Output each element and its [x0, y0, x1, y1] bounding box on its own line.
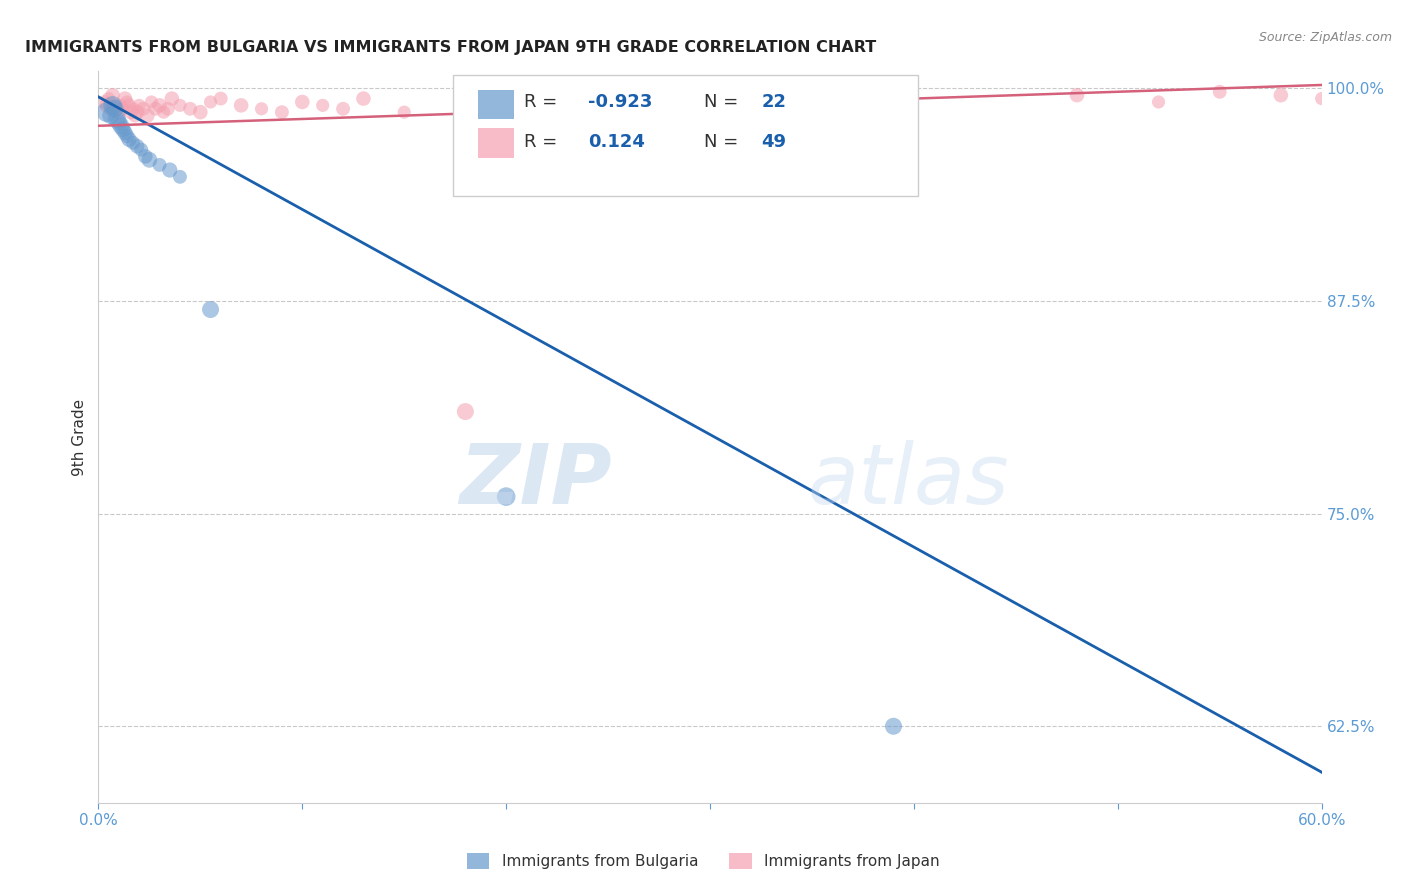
Point	[108, 115, 131, 129]
Point	[129, 143, 152, 157]
Point	[134, 149, 156, 163]
Point	[156, 102, 179, 116]
Point	[149, 98, 172, 112]
Text: R =: R =	[524, 133, 562, 151]
Point	[1066, 88, 1088, 103]
Point	[118, 132, 141, 146]
Text: 22: 22	[762, 93, 786, 112]
Point	[159, 163, 181, 178]
Point	[127, 139, 149, 153]
Point	[141, 95, 163, 109]
Point	[862, 98, 884, 112]
Point	[200, 302, 222, 317]
Point	[100, 102, 122, 116]
Point	[97, 92, 120, 106]
Point	[152, 105, 174, 120]
Point	[115, 128, 138, 143]
Point	[138, 153, 160, 167]
Point	[118, 98, 141, 112]
Text: -0.923: -0.923	[588, 93, 652, 112]
Text: atlas: atlas	[808, 441, 1010, 522]
Point	[132, 102, 155, 116]
Point	[392, 105, 416, 120]
Legend: Immigrants from Bulgaria, Immigrants from Japan: Immigrants from Bulgaria, Immigrants fro…	[460, 847, 946, 875]
Point	[111, 102, 134, 116]
Point	[110, 98, 132, 112]
Point	[231, 98, 253, 112]
Point	[104, 102, 127, 116]
Bar	[478, 90, 515, 119]
Point	[352, 92, 374, 106]
Point	[617, 98, 640, 112]
Text: 49: 49	[762, 133, 786, 151]
Text: ZIP: ZIP	[460, 441, 612, 522]
Point	[101, 88, 124, 103]
Text: R =: R =	[524, 93, 562, 112]
Text: 0.124: 0.124	[588, 133, 644, 151]
Point	[200, 95, 222, 109]
Bar	[478, 128, 515, 158]
Point	[96, 105, 118, 120]
Point	[149, 158, 172, 172]
Point	[1209, 85, 1232, 99]
Point	[105, 112, 128, 126]
Point	[188, 105, 212, 120]
Point	[124, 109, 146, 123]
Text: N =: N =	[704, 93, 744, 112]
Point	[111, 122, 134, 136]
Text: Source: ZipAtlas.com: Source: ZipAtlas.com	[1258, 31, 1392, 45]
Text: N =: N =	[704, 133, 744, 151]
Point	[101, 98, 124, 112]
Point	[100, 109, 122, 123]
FancyBboxPatch shape	[453, 75, 918, 195]
Point	[1147, 95, 1170, 109]
Point	[1270, 88, 1292, 103]
Point	[160, 92, 183, 106]
Point	[114, 92, 136, 106]
Point	[114, 126, 136, 140]
Point	[93, 95, 115, 109]
Point	[250, 102, 273, 116]
Point	[312, 98, 335, 112]
Point	[209, 92, 232, 106]
Point	[495, 490, 517, 504]
Point	[883, 719, 905, 733]
Point	[1310, 92, 1333, 106]
Point	[145, 102, 167, 116]
Point	[179, 102, 201, 116]
Point	[291, 95, 314, 109]
Point	[169, 169, 191, 184]
Point	[108, 105, 131, 120]
Point	[169, 98, 191, 112]
Point	[122, 136, 145, 150]
Point	[105, 102, 128, 116]
Y-axis label: 9th Grade: 9th Grade	[72, 399, 87, 475]
Point	[270, 105, 294, 120]
Point	[136, 109, 159, 123]
Point	[96, 98, 118, 112]
Text: IMMIGRANTS FROM BULGARIA VS IMMIGRANTS FROM JAPAN 9TH GRADE CORRELATION CHART: IMMIGRANTS FROM BULGARIA VS IMMIGRANTS F…	[25, 40, 876, 55]
Point	[128, 98, 150, 112]
Point	[104, 98, 127, 112]
Point	[120, 105, 142, 120]
Point	[110, 119, 132, 133]
Point	[454, 404, 477, 418]
Point	[115, 95, 138, 109]
Point	[127, 105, 149, 120]
Point	[122, 102, 145, 116]
Point	[332, 102, 354, 116]
Point	[536, 95, 558, 109]
Point	[699, 102, 721, 116]
